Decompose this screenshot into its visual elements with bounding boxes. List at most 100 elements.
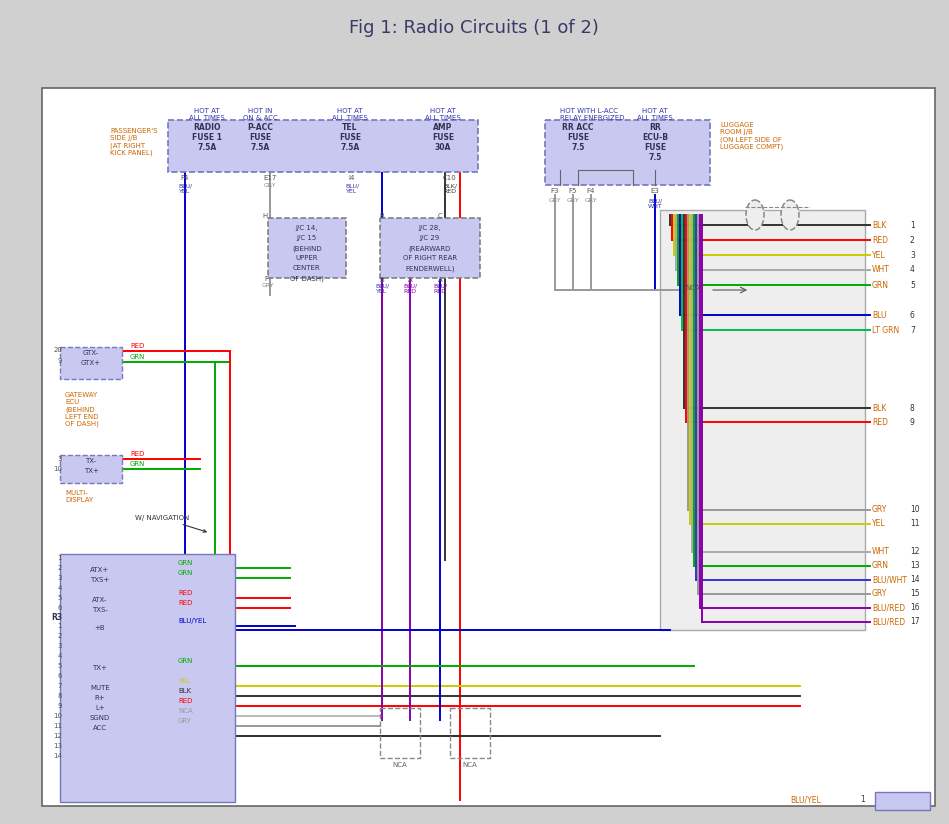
- Text: A: A: [437, 277, 442, 283]
- Text: BLU/
WHT: BLU/ WHT: [647, 198, 662, 208]
- Text: 7: 7: [58, 683, 62, 689]
- Text: 20: 20: [53, 347, 62, 353]
- Text: GRY: GRY: [178, 718, 192, 724]
- Text: 13: 13: [53, 743, 62, 749]
- Text: RED: RED: [178, 590, 193, 596]
- Bar: [60, 455, 122, 483]
- Text: 10: 10: [53, 466, 62, 472]
- Text: RR ACC: RR ACC: [562, 123, 594, 132]
- Bar: [268, 218, 346, 278]
- Text: GRY: GRY: [262, 283, 274, 288]
- Bar: [168, 120, 478, 172]
- Text: GATEWAY
ECU
(BEHIND
LEFT END
OF DASH): GATEWAY ECU (BEHIND LEFT END OF DASH): [65, 392, 99, 427]
- Text: 8: 8: [910, 404, 915, 413]
- Text: SGND: SGND: [90, 715, 110, 721]
- Text: WHT: WHT: [872, 265, 890, 274]
- Text: J/C 14,: J/C 14,: [296, 225, 318, 231]
- Text: 9: 9: [58, 703, 62, 709]
- Text: 17: 17: [910, 617, 920, 626]
- Text: NCA: NCA: [178, 708, 193, 714]
- Text: 8: 8: [58, 693, 62, 699]
- Text: NCA: NCA: [393, 762, 407, 768]
- Text: BLK: BLK: [178, 688, 191, 694]
- Text: 30A: 30A: [435, 143, 451, 152]
- Text: HOT IN
ON & ACC: HOT IN ON & ACC: [243, 108, 277, 121]
- Text: 2: 2: [58, 633, 62, 639]
- Text: F4: F4: [586, 188, 595, 194]
- Text: FUSE: FUSE: [339, 133, 361, 142]
- Text: BLK: BLK: [872, 221, 886, 230]
- Bar: [875, 792, 930, 810]
- Text: FUSE 1: FUSE 1: [192, 133, 222, 142]
- Text: BLK/
RED: BLK/ RED: [443, 183, 457, 194]
- Text: Fig 1: Radio Circuits (1 of 2): Fig 1: Radio Circuits (1 of 2): [349, 19, 599, 37]
- Text: BLU/YEL: BLU/YEL: [178, 618, 206, 624]
- Text: 3: 3: [58, 643, 62, 649]
- Text: WHT: WHT: [872, 547, 890, 556]
- Text: AMP: AMP: [434, 123, 453, 132]
- Text: 15: 15: [910, 589, 920, 598]
- Text: 1: 1: [58, 555, 62, 561]
- Text: CENTER: CENTER: [293, 265, 321, 271]
- Text: GRN: GRN: [872, 561, 889, 570]
- Text: FUSE: FUSE: [249, 133, 271, 142]
- Text: BLU/
YEL: BLU/ YEL: [344, 183, 359, 194]
- Text: TEL: TEL: [343, 123, 358, 132]
- Text: A: A: [408, 277, 413, 283]
- Text: TXS-: TXS-: [92, 607, 108, 613]
- Text: 3: 3: [910, 250, 915, 260]
- Text: GRY: GRY: [567, 198, 579, 203]
- Text: I4: I4: [349, 175, 355, 181]
- Text: F4: F4: [181, 175, 189, 181]
- Text: E17: E17: [263, 175, 277, 181]
- Text: HOT AT
ALL TIMES: HOT AT ALL TIMES: [637, 108, 673, 121]
- Text: R3: R3: [51, 612, 62, 621]
- Text: GTX+: GTX+: [81, 360, 101, 366]
- Text: PASSENGER'S
SIDE J/B
(AT RIGHT
KICK PANEL): PASSENGER'S SIDE J/B (AT RIGHT KICK PANE…: [110, 128, 158, 156]
- Text: 1: 1: [910, 221, 915, 230]
- Text: 4: 4: [58, 653, 62, 659]
- Text: J/C 29: J/C 29: [419, 235, 440, 241]
- Text: 13: 13: [910, 561, 920, 570]
- Text: 1: 1: [58, 623, 62, 629]
- Text: J/C 28,: J/C 28,: [419, 225, 441, 231]
- Text: 2: 2: [58, 565, 62, 571]
- Text: 7.5A: 7.5A: [251, 143, 270, 152]
- Text: ECU-B: ECU-B: [642, 133, 668, 142]
- Text: RADIO: RADIO: [194, 123, 221, 132]
- Bar: [450, 708, 490, 758]
- Text: ATX-: ATX-: [92, 597, 107, 603]
- Text: GTX-: GTX-: [83, 350, 99, 356]
- Text: TX-: TX-: [85, 458, 97, 464]
- Bar: [660, 210, 865, 630]
- Text: BLK: BLK: [872, 404, 886, 413]
- Text: LT GRN: LT GRN: [872, 325, 900, 335]
- Text: GRY: GRY: [549, 198, 561, 203]
- Text: YEL: YEL: [872, 519, 885, 528]
- Text: YEL: YEL: [872, 250, 885, 260]
- Text: 7.5: 7.5: [571, 143, 585, 152]
- Text: GRN: GRN: [178, 560, 194, 566]
- Text: BLU/
YEL: BLU/ YEL: [177, 183, 192, 194]
- Ellipse shape: [746, 200, 764, 230]
- Text: ACC: ACC: [93, 725, 107, 731]
- Text: 6: 6: [58, 673, 62, 679]
- Text: 11: 11: [53, 723, 62, 729]
- Text: 4: 4: [910, 265, 915, 274]
- Text: 7.5A: 7.5A: [197, 143, 216, 152]
- Text: ATX+: ATX+: [90, 567, 109, 573]
- Text: RED: RED: [178, 600, 193, 606]
- Text: BLU/
YEL: BLU/ YEL: [375, 283, 389, 294]
- Text: 6: 6: [910, 311, 915, 320]
- Text: BLU/RED: BLU/RED: [872, 603, 905, 612]
- Text: 12: 12: [53, 733, 62, 739]
- Bar: [380, 218, 480, 278]
- Text: OF DASH): OF DASH): [290, 275, 324, 282]
- Text: 5: 5: [58, 663, 62, 669]
- Text: E3: E3: [651, 188, 660, 194]
- Text: 5: 5: [58, 595, 62, 601]
- Text: GRN: GRN: [872, 280, 889, 289]
- Text: BLU/
RED: BLU/ RED: [403, 283, 417, 294]
- Text: HOT AT
ALL TIMES: HOT AT ALL TIMES: [332, 108, 368, 121]
- Text: 10: 10: [910, 505, 920, 514]
